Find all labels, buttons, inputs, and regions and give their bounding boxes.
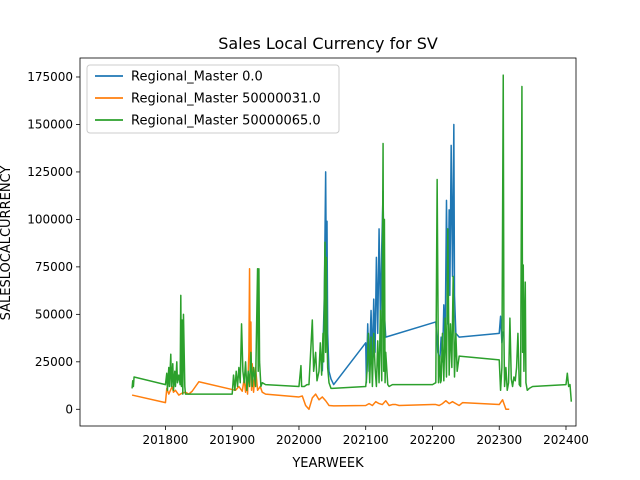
y-tick-label-7: 175000 [27,70,73,84]
y-tick-label-4: 100000 [27,212,73,226]
x-tick-label-1: 201900 [209,433,255,447]
y-tick-label-6: 150000 [27,117,73,131]
x-tick-label-6: 202400 [543,433,589,447]
plot-area [131,74,573,411]
x-axis-label: YEARWEEK [291,456,364,471]
y-tick-label-3: 75000 [35,260,73,274]
chart-title: Sales Local Currency for SV [218,34,438,53]
legend-entry-2: Regional_Master 50000065.0 [131,114,321,129]
axes-frame [79,57,577,427]
x-tick-label-2: 202000 [276,433,322,447]
x-tick-label-0: 201800 [143,433,189,447]
legend: Regional_Master 0.0 Regional_Master 50000… [86,64,340,134]
y-tick-label-0: 0 [65,402,73,416]
x-tick-label-5: 202300 [476,433,522,447]
legend-box [86,64,340,134]
x-tick-label-4: 202200 [410,433,456,447]
legend-entry-1: Regional_Master 50000031.0 [131,92,321,107]
y-tick-label-2: 50000 [35,307,73,321]
series-line-0 [321,123,504,386]
y-axis-label: SALESLOCALCURRENCY [0,166,14,321]
series-line-2 [131,74,573,402]
y-tick-label-1: 25000 [35,355,73,369]
legend-entry-0: Regional_Master 0.0 [131,70,263,85]
axes: 201800 201900 202000 202100 202200 202300 2024… [27,57,589,447]
series-line-1 [131,268,510,411]
y-tick-label-5: 125000 [27,165,73,179]
x-tick-label-3: 202100 [343,433,389,447]
